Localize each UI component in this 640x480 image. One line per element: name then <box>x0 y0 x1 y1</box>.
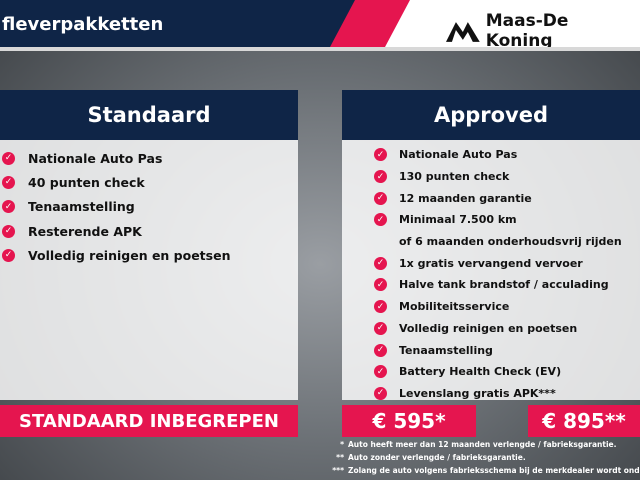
standaard-title: Standaard <box>0 90 298 140</box>
check-icon: ✓ <box>374 386 387 400</box>
footnote: *** Zolang de auto volgens fabrieksschema… <box>332 466 640 475</box>
list-item: ✓ Nationale Auto Pas <box>342 144 640 166</box>
check-icon: ✓ <box>2 224 15 238</box>
list-item: ✓ 40 punten check <box>0 170 298 194</box>
check-icon: ✓ <box>374 278 387 292</box>
standaard-panel: Standaard ✓ Nationale Auto Pas ✓ 40 punten… <box>0 90 298 400</box>
brand-logo: Maas-De Koning <box>446 11 640 47</box>
check-icon: ✓ <box>374 213 387 227</box>
check-icon: ✓ <box>374 321 387 335</box>
check-icon: ✓ <box>374 343 387 357</box>
list-item: ✓ Nationale Auto Pas <box>0 146 298 170</box>
check-icon: ✓ <box>374 365 387 379</box>
divider <box>0 47 640 51</box>
list-item: ✓ 1x gratis vervangend vervoer <box>342 252 640 274</box>
footnote: ** Auto zonder verlengde / fabrieksgarant… <box>336 453 526 462</box>
check-icon: ✓ <box>374 148 387 162</box>
footnote: * Auto heeft meer dan 12 maanden verlengd… <box>340 440 617 449</box>
check-icon: ✓ <box>2 200 15 214</box>
approved-price-1: € 595* <box>342 405 476 437</box>
list-item: ✓ 12 maanden garantie <box>342 187 640 209</box>
standaard-price: STANDAARD INBEGREPEN <box>0 405 298 437</box>
header-bar: fleverpakketten Maas-De Koning <box>0 0 640 47</box>
check-icon: ✓ <box>374 191 387 205</box>
list-item: ✓ Battery Health Check (EV) <box>342 361 640 383</box>
page-title: fleverpakketten <box>2 14 164 35</box>
approved-panel: Approved ✓ Nationale Auto Pas ✓ 130 punten… <box>342 90 640 400</box>
list-item: ✓ Tenaamstelling <box>0 195 298 219</box>
list-item: ✓ 130 punten check <box>342 166 640 188</box>
list-item: ✓ Volledig reinigen en poetsen <box>0 243 298 267</box>
list-item: ✓ Volledig reinigen en poetsen <box>342 318 640 340</box>
approved-title: Approved <box>342 90 640 140</box>
logo-icon <box>446 22 480 42</box>
list-item: ✓ Minimaal 7.500 km <box>342 209 640 231</box>
check-icon: ✓ <box>374 256 387 270</box>
check-icon: ✓ <box>2 248 15 262</box>
footnotes: * Auto heeft meer dan 12 maanden verlengd… <box>322 438 640 477</box>
list-item: ✓ Levenslang gratis APK*** <box>342 383 640 405</box>
list-item: of 6 maanden onderhoudsvrij rijden <box>399 235 622 249</box>
brand-name: Maas-De Koning <box>485 11 569 47</box>
list-item: ✓ Tenaamstelling <box>342 339 640 361</box>
list-item: ✓ Halve tank brandstof / acculading <box>342 274 640 296</box>
check-icon: ✓ <box>374 170 387 184</box>
check-icon: ✓ <box>2 175 15 189</box>
check-icon: ✓ <box>2 151 15 165</box>
list-item: ✓ Mobiliteitsservice <box>342 296 640 318</box>
list-item: ✓ Resterende APK <box>0 219 298 243</box>
check-icon: ✓ <box>374 300 387 314</box>
approved-price-2: € 895** <box>528 405 640 437</box>
